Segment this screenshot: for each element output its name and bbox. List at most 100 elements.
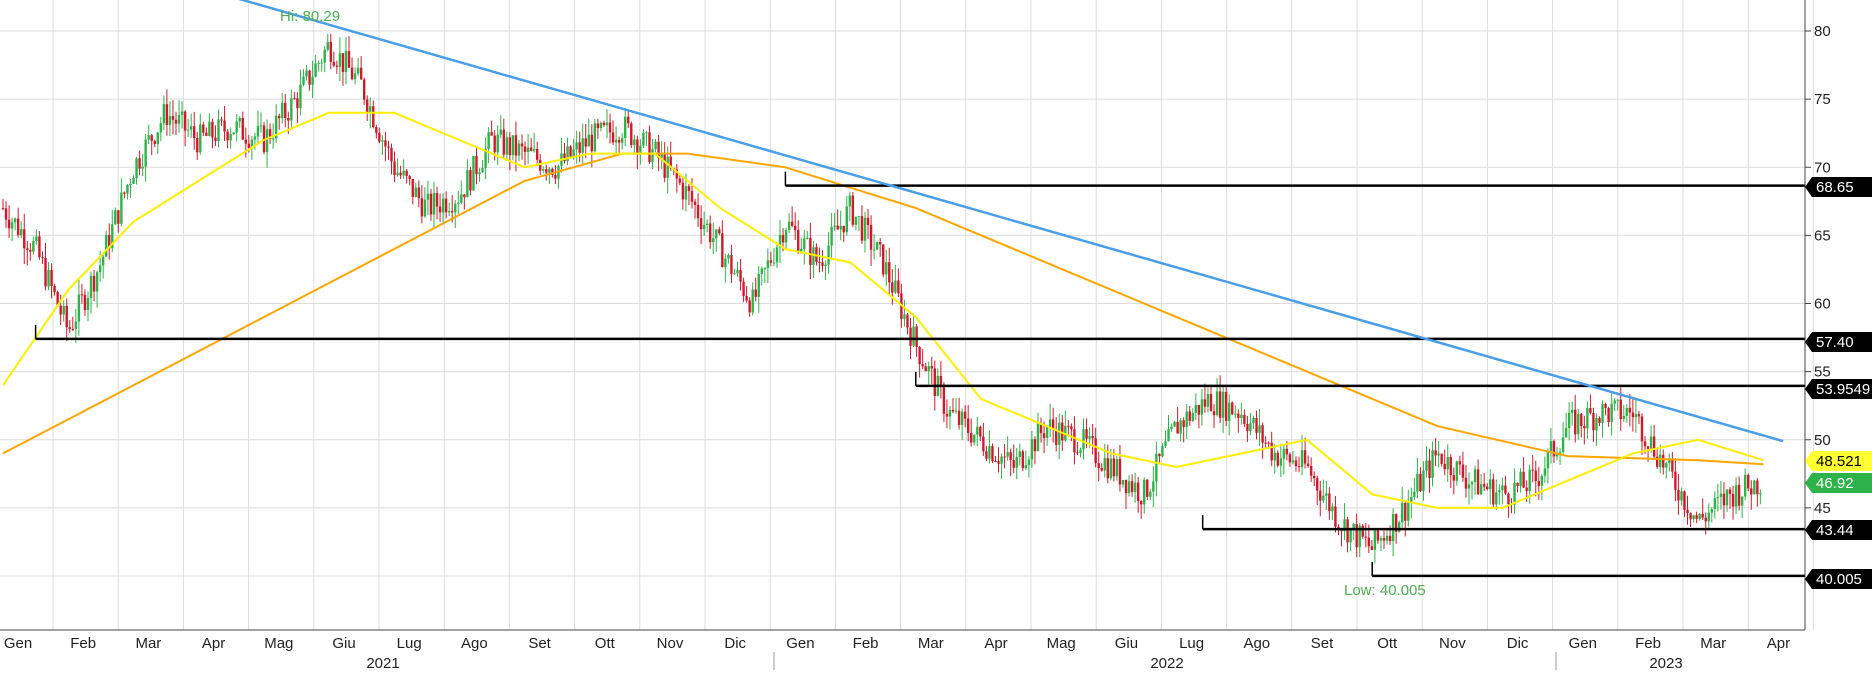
- level-tag-bg: [1805, 177, 1872, 197]
- candle-body: [278, 115, 281, 119]
- candle-body: [708, 223, 712, 243]
- candle-body: [827, 245, 830, 265]
- candle-body: [824, 264, 827, 266]
- candle-body: [1185, 411, 1188, 428]
- candle-body: [32, 241, 35, 252]
- candle-body: [326, 41, 329, 50]
- candle-body: [1461, 464, 1465, 478]
- candle-body: [68, 327, 71, 329]
- y-tick-label: 50: [1814, 432, 1831, 449]
- candle-body: [1422, 470, 1425, 491]
- candle-body: [954, 410, 958, 412]
- candle-body: [1161, 446, 1164, 457]
- candle-body: [608, 122, 612, 133]
- candle-body: [1273, 452, 1276, 461]
- candle-body: [1355, 523, 1358, 548]
- candle-body: [666, 156, 669, 178]
- candle-body: [366, 99, 369, 113]
- candle-body: [1158, 453, 1161, 457]
- candle-body: [715, 229, 718, 239]
- x-tick-label: Mar: [1700, 635, 1726, 652]
- candle-body: [1737, 484, 1741, 506]
- high-annotation: Hi: 80.29: [280, 8, 340, 25]
- candle-body: [1546, 450, 1550, 469]
- candle-body: [1561, 437, 1565, 453]
- candle-body: [1231, 402, 1234, 415]
- candle-body: [1297, 466, 1301, 468]
- candle-body: [970, 433, 973, 443]
- candle-body: [1358, 525, 1361, 548]
- candle-body: [763, 268, 767, 270]
- candle-body: [1473, 469, 1477, 483]
- candle-body: [1574, 409, 1577, 435]
- candle-body: [1513, 482, 1516, 505]
- x-tick-label: Mag: [264, 635, 293, 652]
- candle-body: [678, 178, 682, 183]
- candle-body: [1677, 489, 1680, 501]
- candle-body: [599, 122, 603, 129]
- level-tag-bg: [1805, 379, 1872, 399]
- candle-body: [1634, 414, 1638, 418]
- candle-body: [1039, 423, 1043, 434]
- candle-body: [523, 146, 527, 152]
- candle-body: [1467, 484, 1471, 489]
- candle-body: [1373, 530, 1377, 550]
- candle-body: [1136, 482, 1140, 501]
- candle-body: [150, 135, 153, 141]
- x-tick-label: Feb: [70, 635, 96, 652]
- y-tick-label: 45: [1814, 500, 1831, 517]
- candle-body: [159, 123, 163, 133]
- candle-body: [979, 426, 982, 437]
- candle-body: [314, 63, 317, 77]
- candle-body: [1058, 422, 1061, 445]
- x-tick-label: Set: [528, 635, 551, 652]
- candle-body: [581, 138, 584, 153]
- candle-body: [123, 192, 126, 194]
- candle-body: [1228, 402, 1231, 421]
- candle-body: [402, 170, 405, 176]
- candle-body: [566, 146, 569, 162]
- candle-body: [457, 202, 460, 204]
- candle-body: [833, 225, 836, 227]
- candle-body: [396, 172, 399, 176]
- candle-body: [1631, 412, 1635, 418]
- candle-body: [1740, 496, 1744, 506]
- candle-body: [1680, 491, 1683, 501]
- candle-body: [420, 198, 424, 217]
- candle-body: [514, 135, 518, 156]
- candle-body: [1540, 475, 1544, 486]
- candle-body: [138, 158, 141, 169]
- candle-body: [244, 139, 248, 144]
- candle-body: [948, 409, 952, 417]
- candle-body: [818, 261, 821, 263]
- candle-body: [199, 124, 202, 153]
- candle-body: [347, 51, 351, 68]
- candle-body: [1655, 456, 1659, 467]
- support-resistance-levels: [34, 171, 1805, 578]
- candle-body: [542, 169, 545, 171]
- candle-body: [1264, 442, 1267, 444]
- candle-body: [1346, 519, 1349, 543]
- candle-body: [466, 170, 469, 198]
- candle-body: [1756, 480, 1759, 495]
- candle-body: [1564, 428, 1568, 438]
- candle-body: [1003, 456, 1006, 458]
- candle-body: [1319, 490, 1322, 501]
- candle-body: [262, 125, 266, 153]
- candle-body: [1070, 426, 1073, 430]
- candle-body: [1425, 460, 1428, 471]
- x-tick-label: Lug: [397, 635, 422, 652]
- candle-body: [1067, 425, 1070, 427]
- candle-body: [378, 133, 381, 142]
- candle-body: [1127, 481, 1131, 494]
- candle-body: [44, 258, 47, 287]
- candle-body: [642, 132, 645, 146]
- candle-body: [1152, 481, 1155, 492]
- y-tick-label: 75: [1814, 91, 1831, 108]
- candle-body: [1695, 515, 1698, 519]
- candle-body: [630, 123, 633, 146]
- candle-body: [1146, 479, 1149, 497]
- candle-body: [432, 192, 436, 215]
- candle-body: [1434, 450, 1437, 456]
- candle-body: [1713, 498, 1717, 510]
